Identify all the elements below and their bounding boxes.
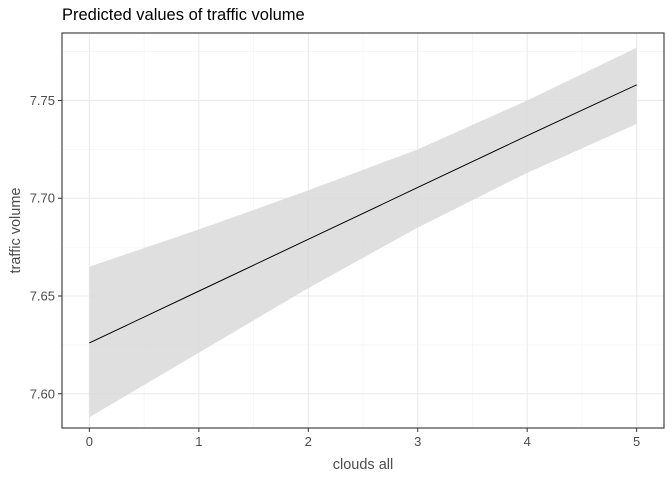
y-tick-label: 7.75 <box>30 93 55 108</box>
x-tick-label: 0 <box>86 434 93 449</box>
x-tick-label: 1 <box>195 434 202 449</box>
x-tick-label: 3 <box>414 434 421 449</box>
x-axis-title: clouds all <box>333 457 393 473</box>
x-tick-label: 4 <box>524 434 531 449</box>
x-tick-label: 2 <box>305 434 312 449</box>
y-axis-title: traffic volume <box>8 188 24 274</box>
chart-title: Predicted values of traffic volume <box>62 6 305 24</box>
x-tick-label: 5 <box>633 434 640 449</box>
confidence-band <box>89 47 637 418</box>
y-tick-label: 7.60 <box>30 386 55 401</box>
y-tick-label: 7.65 <box>30 289 55 304</box>
y-tick-label: 7.70 <box>30 191 55 206</box>
panel-border <box>61 32 665 429</box>
prediction-line <box>89 84 637 344</box>
